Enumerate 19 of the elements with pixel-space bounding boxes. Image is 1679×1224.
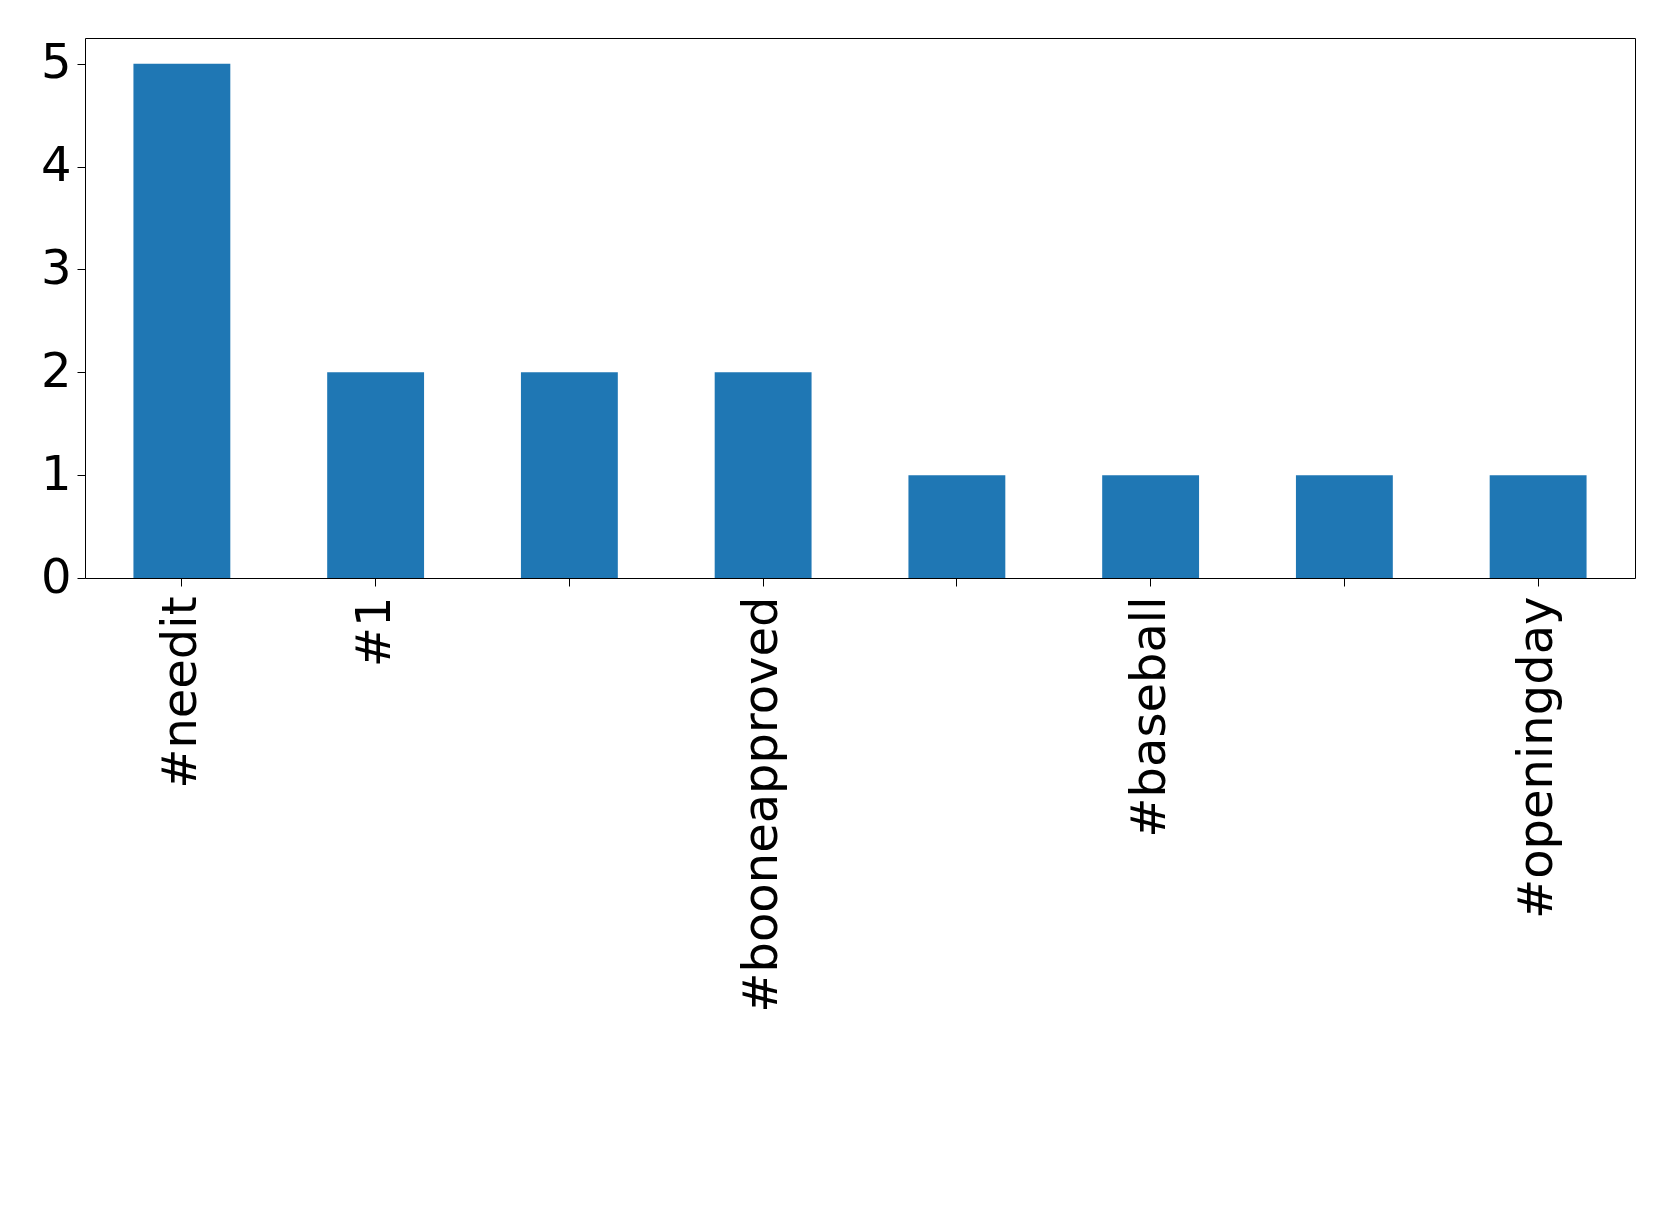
y-tick-label: 0 <box>40 547 72 604</box>
y-tick-label: 5 <box>40 33 72 90</box>
y-tick-label: 1 <box>40 444 72 501</box>
x-tick-label: #booneapproved <box>732 596 789 1013</box>
bar <box>714 372 812 578</box>
bar <box>327 372 425 578</box>
bar <box>1489 475 1587 578</box>
x-tick-label: #baseball <box>1119 596 1176 838</box>
x-tick-label: #needit <box>150 596 207 789</box>
bar <box>1295 475 1393 578</box>
x-tick-label: #openingday <box>1507 596 1564 920</box>
y-tick-label: 3 <box>40 238 72 295</box>
bar <box>908 475 1006 578</box>
x-tick-label: #1 <box>344 596 401 668</box>
bar <box>520 372 618 578</box>
bar <box>133 63 231 578</box>
bar <box>1102 475 1200 578</box>
y-tick-label: 2 <box>40 341 72 398</box>
y-tick-label: 4 <box>40 136 72 193</box>
